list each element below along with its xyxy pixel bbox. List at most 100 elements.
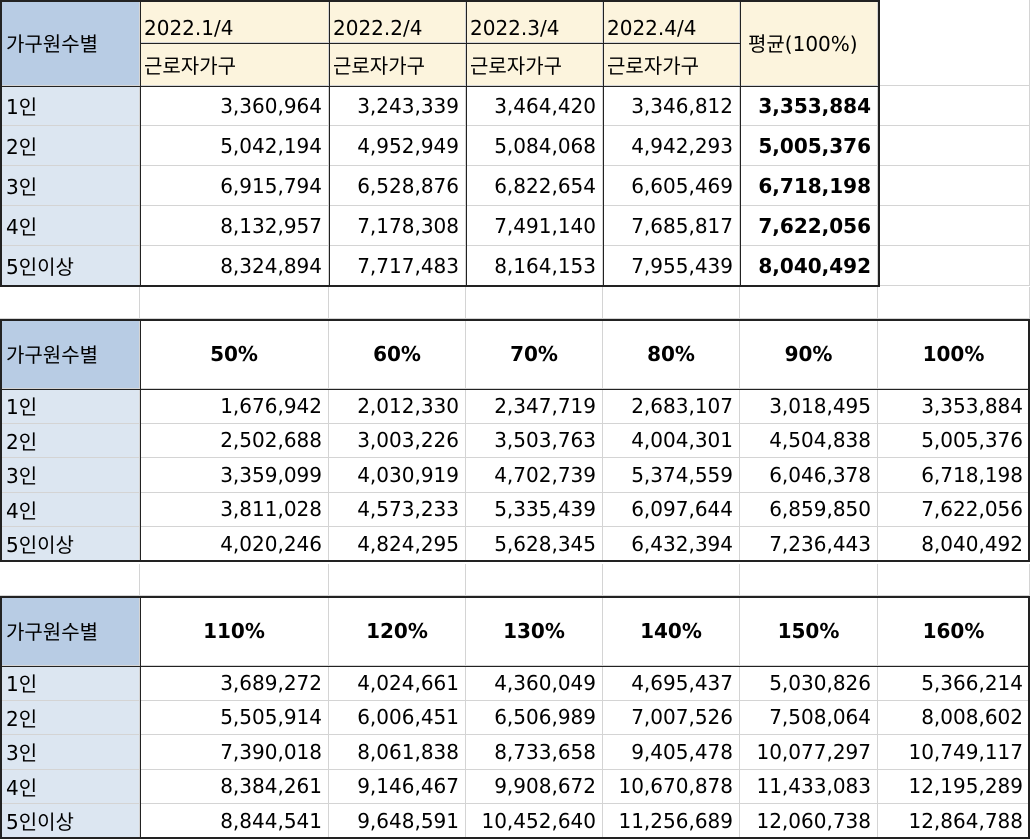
block1-row-label[interactable]: 3인 (0, 166, 140, 206)
block2-pct-header[interactable]: 80% (603, 319, 740, 389)
block2-value-cell[interactable]: 3,359,099 (140, 458, 329, 493)
empty-cell[interactable] (878, 126, 1030, 166)
block3-value-cell[interactable]: 11,433,083 (740, 769, 878, 804)
block3-value-cell[interactable]: 10,077,297 (740, 735, 878, 770)
block1-value-cell[interactable]: 3,243,339 (329, 86, 466, 126)
empty-cell[interactable] (329, 564, 466, 596)
block1-type-header[interactable]: 근로자가구 (466, 43, 603, 86)
block3-value-cell[interactable]: 8,733,658 (466, 735, 603, 770)
empty-cell[interactable] (0, 287, 140, 319)
block2-row-label[interactable]: 5인이상 (0, 527, 140, 562)
block1-row-label[interactable]: 1인 (0, 86, 140, 126)
block1-value-cell[interactable]: 7,717,483 (329, 246, 466, 286)
block2-value-cell[interactable]: 4,573,233 (329, 492, 466, 527)
block2-value-cell[interactable]: 2,502,688 (140, 423, 329, 458)
empty-cell[interactable] (740, 564, 878, 596)
block2-value-cell[interactable]: 2,347,719 (466, 389, 603, 424)
block2-value-cell[interactable]: 3,811,028 (140, 492, 329, 527)
block3-row-label[interactable]: 3인 (0, 735, 140, 770)
block3-value-cell[interactable]: 12,195,289 (878, 769, 1030, 804)
block1-avg-cell[interactable]: 6,718,198 (740, 166, 878, 206)
block1-value-cell[interactable]: 6,822,654 (466, 166, 603, 206)
block2-value-cell[interactable]: 2,012,330 (329, 389, 466, 424)
empty-cell[interactable] (740, 287, 878, 319)
empty-cell[interactable] (878, 86, 1030, 126)
block3-value-cell[interactable]: 12,864,788 (878, 804, 1030, 839)
block3-value-cell[interactable]: 8,008,602 (878, 700, 1030, 735)
block1-avg-cell[interactable]: 7,622,056 (740, 206, 878, 246)
block3-row-label[interactable]: 4인 (0, 769, 140, 804)
block1-value-cell[interactable]: 6,915,794 (140, 166, 329, 206)
block3-pct-header[interactable]: 110% (140, 596, 329, 666)
empty-cell[interactable] (878, 206, 1030, 246)
block3-value-cell[interactable]: 4,024,661 (329, 666, 466, 701)
block3-value-cell[interactable]: 8,384,261 (140, 769, 329, 804)
empty-cell[interactable] (603, 564, 740, 596)
block2-value-cell[interactable]: 3,003,226 (329, 423, 466, 458)
empty-cell[interactable] (140, 287, 329, 319)
empty-cell[interactable] (603, 287, 740, 319)
empty-cell[interactable] (329, 287, 466, 319)
empty-cell[interactable] (0, 564, 140, 596)
block2-value-cell[interactable]: 6,046,378 (740, 458, 878, 493)
block1-period-header[interactable]: 2022.3/4 (466, 0, 603, 43)
block3-value-cell[interactable]: 11,256,689 (603, 804, 740, 839)
block2-row-label[interactable]: 1인 (0, 389, 140, 424)
block2-value-cell[interactable]: 7,622,056 (878, 492, 1030, 527)
block1-avg-cell[interactable]: 5,005,376 (740, 126, 878, 166)
block3-value-cell[interactable]: 5,366,214 (878, 666, 1030, 701)
block2-row-label[interactable]: 4인 (0, 492, 140, 527)
block2-value-cell[interactable]: 4,004,301 (603, 423, 740, 458)
block1-value-cell[interactable]: 3,346,812 (603, 86, 740, 126)
block1-avg-header[interactable]: 평균(100%) (740, 0, 878, 86)
block3-row-header[interactable]: 가구원수별 (0, 596, 140, 666)
block3-pct-header[interactable]: 130% (466, 596, 603, 666)
block2-pct-header[interactable]: 60% (329, 319, 466, 389)
block1-type-header[interactable]: 근로자가구 (603, 43, 740, 86)
empty-cell[interactable] (878, 166, 1030, 206)
block1-period-header[interactable]: 2022.2/4 (329, 0, 466, 43)
block2-row-label[interactable]: 3인 (0, 458, 140, 493)
block2-value-cell[interactable]: 4,504,838 (740, 423, 878, 458)
block3-value-cell[interactable]: 4,360,049 (466, 666, 603, 701)
block2-value-cell[interactable]: 6,432,394 (603, 527, 740, 562)
block3-value-cell[interactable]: 4,695,437 (603, 666, 740, 701)
block1-row-label[interactable]: 2인 (0, 126, 140, 166)
block2-pct-header[interactable]: 50% (140, 319, 329, 389)
block2-pct-header[interactable]: 90% (740, 319, 878, 389)
block1-value-cell[interactable]: 7,178,308 (329, 206, 466, 246)
block2-value-cell[interactable]: 4,702,739 (466, 458, 603, 493)
block2-row-header[interactable]: 가구원수별 (0, 319, 140, 389)
block2-value-cell[interactable]: 5,005,376 (878, 423, 1030, 458)
block2-value-cell[interactable]: 1,676,942 (140, 389, 329, 424)
block2-value-cell[interactable]: 3,353,884 (878, 389, 1030, 424)
block3-value-cell[interactable]: 12,060,738 (740, 804, 878, 839)
block1-value-cell[interactable]: 4,952,949 (329, 126, 466, 166)
block1-value-cell[interactable]: 4,942,293 (603, 126, 740, 166)
block1-row-header[interactable]: 가구원수별 (0, 0, 140, 86)
block3-row-label[interactable]: 1인 (0, 666, 140, 701)
block2-pct-header[interactable]: 70% (466, 319, 603, 389)
block1-value-cell[interactable]: 8,164,153 (466, 246, 603, 286)
block3-row-label[interactable]: 5인이상 (0, 804, 140, 839)
empty-cell[interactable] (878, 564, 1030, 596)
block3-pct-header[interactable]: 140% (603, 596, 740, 666)
empty-cell[interactable] (878, 287, 1030, 319)
empty-cell[interactable] (466, 564, 603, 596)
block3-value-cell[interactable]: 9,908,672 (466, 769, 603, 804)
block2-value-cell[interactable]: 7,236,443 (740, 527, 878, 562)
block2-value-cell[interactable]: 5,335,439 (466, 492, 603, 527)
block3-pct-header[interactable]: 160% (878, 596, 1030, 666)
block3-pct-header[interactable]: 120% (329, 596, 466, 666)
block2-value-cell[interactable]: 3,503,763 (466, 423, 603, 458)
block2-value-cell[interactable]: 6,718,198 (878, 458, 1030, 493)
block2-value-cell[interactable]: 2,683,107 (603, 389, 740, 424)
block3-row-label[interactable]: 2인 (0, 700, 140, 735)
empty-cell[interactable] (878, 0, 1030, 86)
block1-row-label[interactable]: 5인이상 (0, 246, 140, 286)
block1-avg-cell[interactable]: 3,353,884 (740, 86, 878, 126)
empty-cell[interactable] (140, 564, 329, 596)
block3-value-cell[interactable]: 6,506,989 (466, 700, 603, 735)
block3-value-cell[interactable]: 10,452,640 (466, 804, 603, 839)
block1-value-cell[interactable]: 8,324,894 (140, 246, 329, 286)
